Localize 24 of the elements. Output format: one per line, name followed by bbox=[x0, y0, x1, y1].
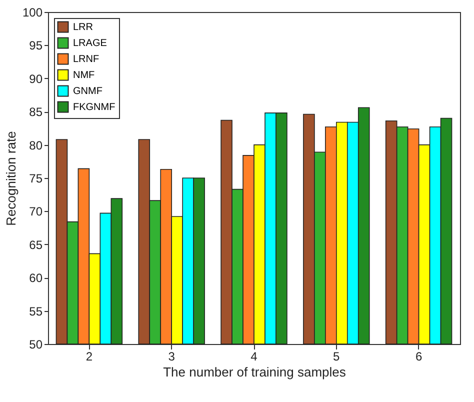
y-tick-label: 75 bbox=[29, 172, 43, 186]
x-tick-label: 3 bbox=[168, 350, 176, 364]
y-tick-label: 90 bbox=[29, 72, 43, 86]
y-axis-title: Recognition rate bbox=[3, 131, 18, 226]
x-tick-label: 6 bbox=[415, 350, 422, 364]
y-tick-label: 85 bbox=[29, 105, 43, 120]
legend-label: NMF bbox=[73, 70, 95, 81]
legend-label: LRR bbox=[73, 22, 94, 33]
x-axis-title: The number of training samples bbox=[163, 364, 346, 380]
y-tick-label: 60 bbox=[29, 271, 43, 286]
legend-label: LRNF bbox=[73, 54, 100, 65]
legend-label: FKGNMF bbox=[73, 102, 116, 113]
x-tick-label: 5 bbox=[333, 350, 340, 364]
x-tick-label: 4 bbox=[250, 350, 258, 364]
legend-label: GNMF bbox=[73, 86, 102, 97]
y-tick-label: 50 bbox=[29, 338, 43, 352]
y-tick-label: 70 bbox=[29, 204, 43, 219]
y-tick-label: 95 bbox=[29, 38, 43, 53]
x-tick-label: 2 bbox=[86, 350, 93, 364]
legend-label: LRAGE bbox=[73, 38, 108, 49]
y-tick-label: 65 bbox=[29, 238, 43, 252]
y-tick-label: 80 bbox=[29, 138, 43, 152]
y-tick-label: 100 bbox=[22, 6, 43, 20]
y-tick-label: 55 bbox=[29, 304, 43, 318]
